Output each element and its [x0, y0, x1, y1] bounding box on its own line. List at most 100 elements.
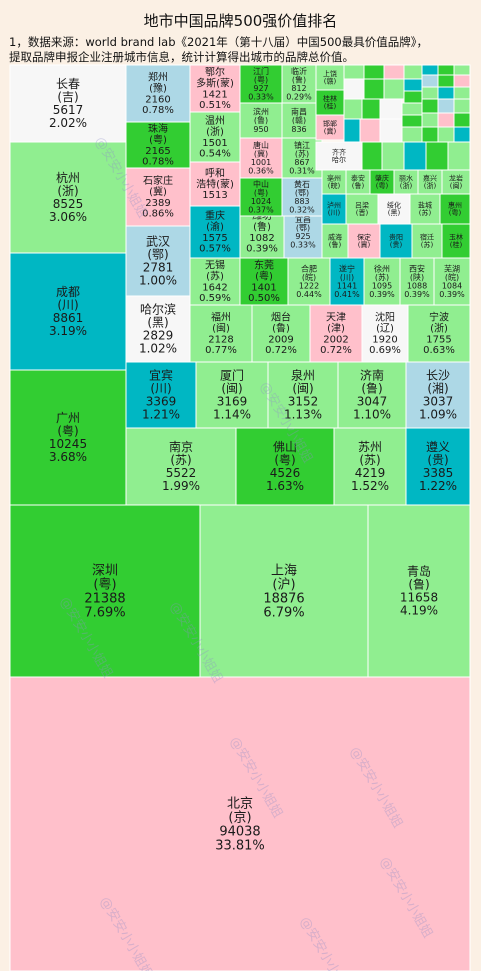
- treemap-cell: 惠州(粤): [439, 193, 471, 225]
- treemap-cell: 贵阳(贵): [379, 223, 413, 259]
- cell-value: 1082: [249, 233, 274, 244]
- tiny-cell: [421, 74, 439, 88]
- cell-percent: 7.69%: [84, 605, 125, 620]
- cell-province: (粤): [57, 423, 78, 438]
- cell-city: 江门: [253, 66, 269, 76]
- cell-value: 1575: [202, 233, 227, 244]
- cell-value: 1513: [202, 190, 227, 201]
- cell-value: 3385: [423, 466, 454, 480]
- cell-value: 2160: [145, 94, 170, 105]
- cell-percent: 33.81%: [215, 838, 265, 853]
- cell-percent: 1.10%: [353, 408, 391, 422]
- cell-rect: [321, 193, 347, 225]
- cell-rect: [321, 169, 347, 195]
- cell-city: 临沂: [291, 66, 307, 76]
- cell-value: 1755: [426, 334, 451, 345]
- cell-value: 8861: [53, 311, 84, 325]
- cell-city: 南昌: [291, 107, 307, 117]
- cell-rect: [411, 223, 443, 259]
- cell-province: (吉): [57, 90, 78, 104]
- cell-city: 中山: [253, 179, 269, 189]
- cell-value: 10245: [49, 437, 87, 451]
- cell-value: 2002: [323, 334, 348, 345]
- cell-rect: [329, 257, 365, 306]
- tiny-cell: [343, 98, 363, 120]
- cell-value: 2829: [143, 329, 174, 343]
- cell-percent: 1.99%: [162, 479, 200, 493]
- tiny-cell: [437, 112, 455, 128]
- cell-rect: [239, 177, 283, 217]
- tiny-cell: [361, 141, 383, 171]
- tiny-cell: [343, 78, 365, 100]
- cell-province: (冀): [324, 127, 337, 136]
- cell-city: 郑州: [148, 71, 168, 84]
- tiny-cell: [383, 64, 405, 80]
- cell-value: 94038: [219, 824, 260, 839]
- cell-city: 亳州: [327, 174, 341, 183]
- cell-province: (赣): [292, 115, 306, 125]
- tiny-cell: [379, 98, 403, 120]
- cell-province: (苏): [421, 240, 434, 249]
- tiny-cell: [421, 64, 439, 76]
- cell-rect: [9, 141, 127, 254]
- tiny-cell: [403, 141, 427, 171]
- treemap-cell: 玉林(桂): [441, 223, 471, 259]
- cell-percent: 1.22%: [419, 479, 457, 493]
- treemap-cell: 南昌(赣)836: [281, 102, 317, 139]
- cell-percent: 0.59%: [199, 293, 231, 304]
- cell-value: 5617: [53, 103, 84, 117]
- source-note-line-2: 提取品牌申报企业注册城市信息，统计计算得出城市的品牌总价值。: [9, 50, 354, 64]
- cell-city: 桂林: [323, 94, 337, 103]
- tiny-cell: [453, 112, 471, 128]
- cell-value: 836: [291, 125, 306, 134]
- tiny-cell: [453, 98, 471, 114]
- cell-city: 杭州: [56, 170, 80, 185]
- cell-city: 宜昌: [295, 214, 311, 224]
- cell-province: (粤): [449, 208, 462, 217]
- cell-city: 西安: [409, 263, 425, 273]
- cell-province: (川): [340, 273, 354, 282]
- cell-value: 812: [291, 84, 306, 93]
- cell-value: 4219: [355, 466, 386, 480]
- cell-province: (湘): [427, 381, 448, 396]
- cell-rect: [189, 64, 241, 113]
- cell-province: (黑): [147, 316, 168, 330]
- cell-value: 2009: [268, 334, 293, 345]
- cell-rect: [393, 169, 419, 195]
- tiny-cell: [343, 118, 361, 143]
- cell-value: 883: [294, 197, 309, 206]
- cell-province: (冀): [358, 240, 371, 249]
- cell-city: 深圳: [92, 563, 118, 578]
- cell-province: (皖): [445, 272, 459, 282]
- cell-province: (鲁): [272, 322, 290, 335]
- cell-province: (苏): [295, 148, 309, 158]
- treemap-cell: 绥化(黑): [377, 193, 411, 225]
- tiny-cell: [453, 126, 471, 143]
- cell-rect: [367, 504, 471, 678]
- treemap-cell: 保定(冀): [347, 223, 381, 259]
- cell-city: 青岛: [407, 564, 431, 579]
- cell-province: (京): [228, 810, 251, 825]
- cell-city: 滨州: [253, 107, 269, 117]
- tiny-cell: [379, 118, 403, 143]
- cell-rect: [125, 64, 191, 123]
- cell-value: 2128: [208, 334, 233, 345]
- treemap-cell: 肇庆(粤): [369, 169, 395, 195]
- cell-rect: [281, 102, 317, 139]
- cell-rect: [439, 193, 471, 225]
- cell-rect: [235, 427, 335, 506]
- cell-province: 哈尔: [332, 155, 346, 164]
- cell-value: 11658: [400, 591, 438, 605]
- cell-city: 重庆: [205, 209, 225, 222]
